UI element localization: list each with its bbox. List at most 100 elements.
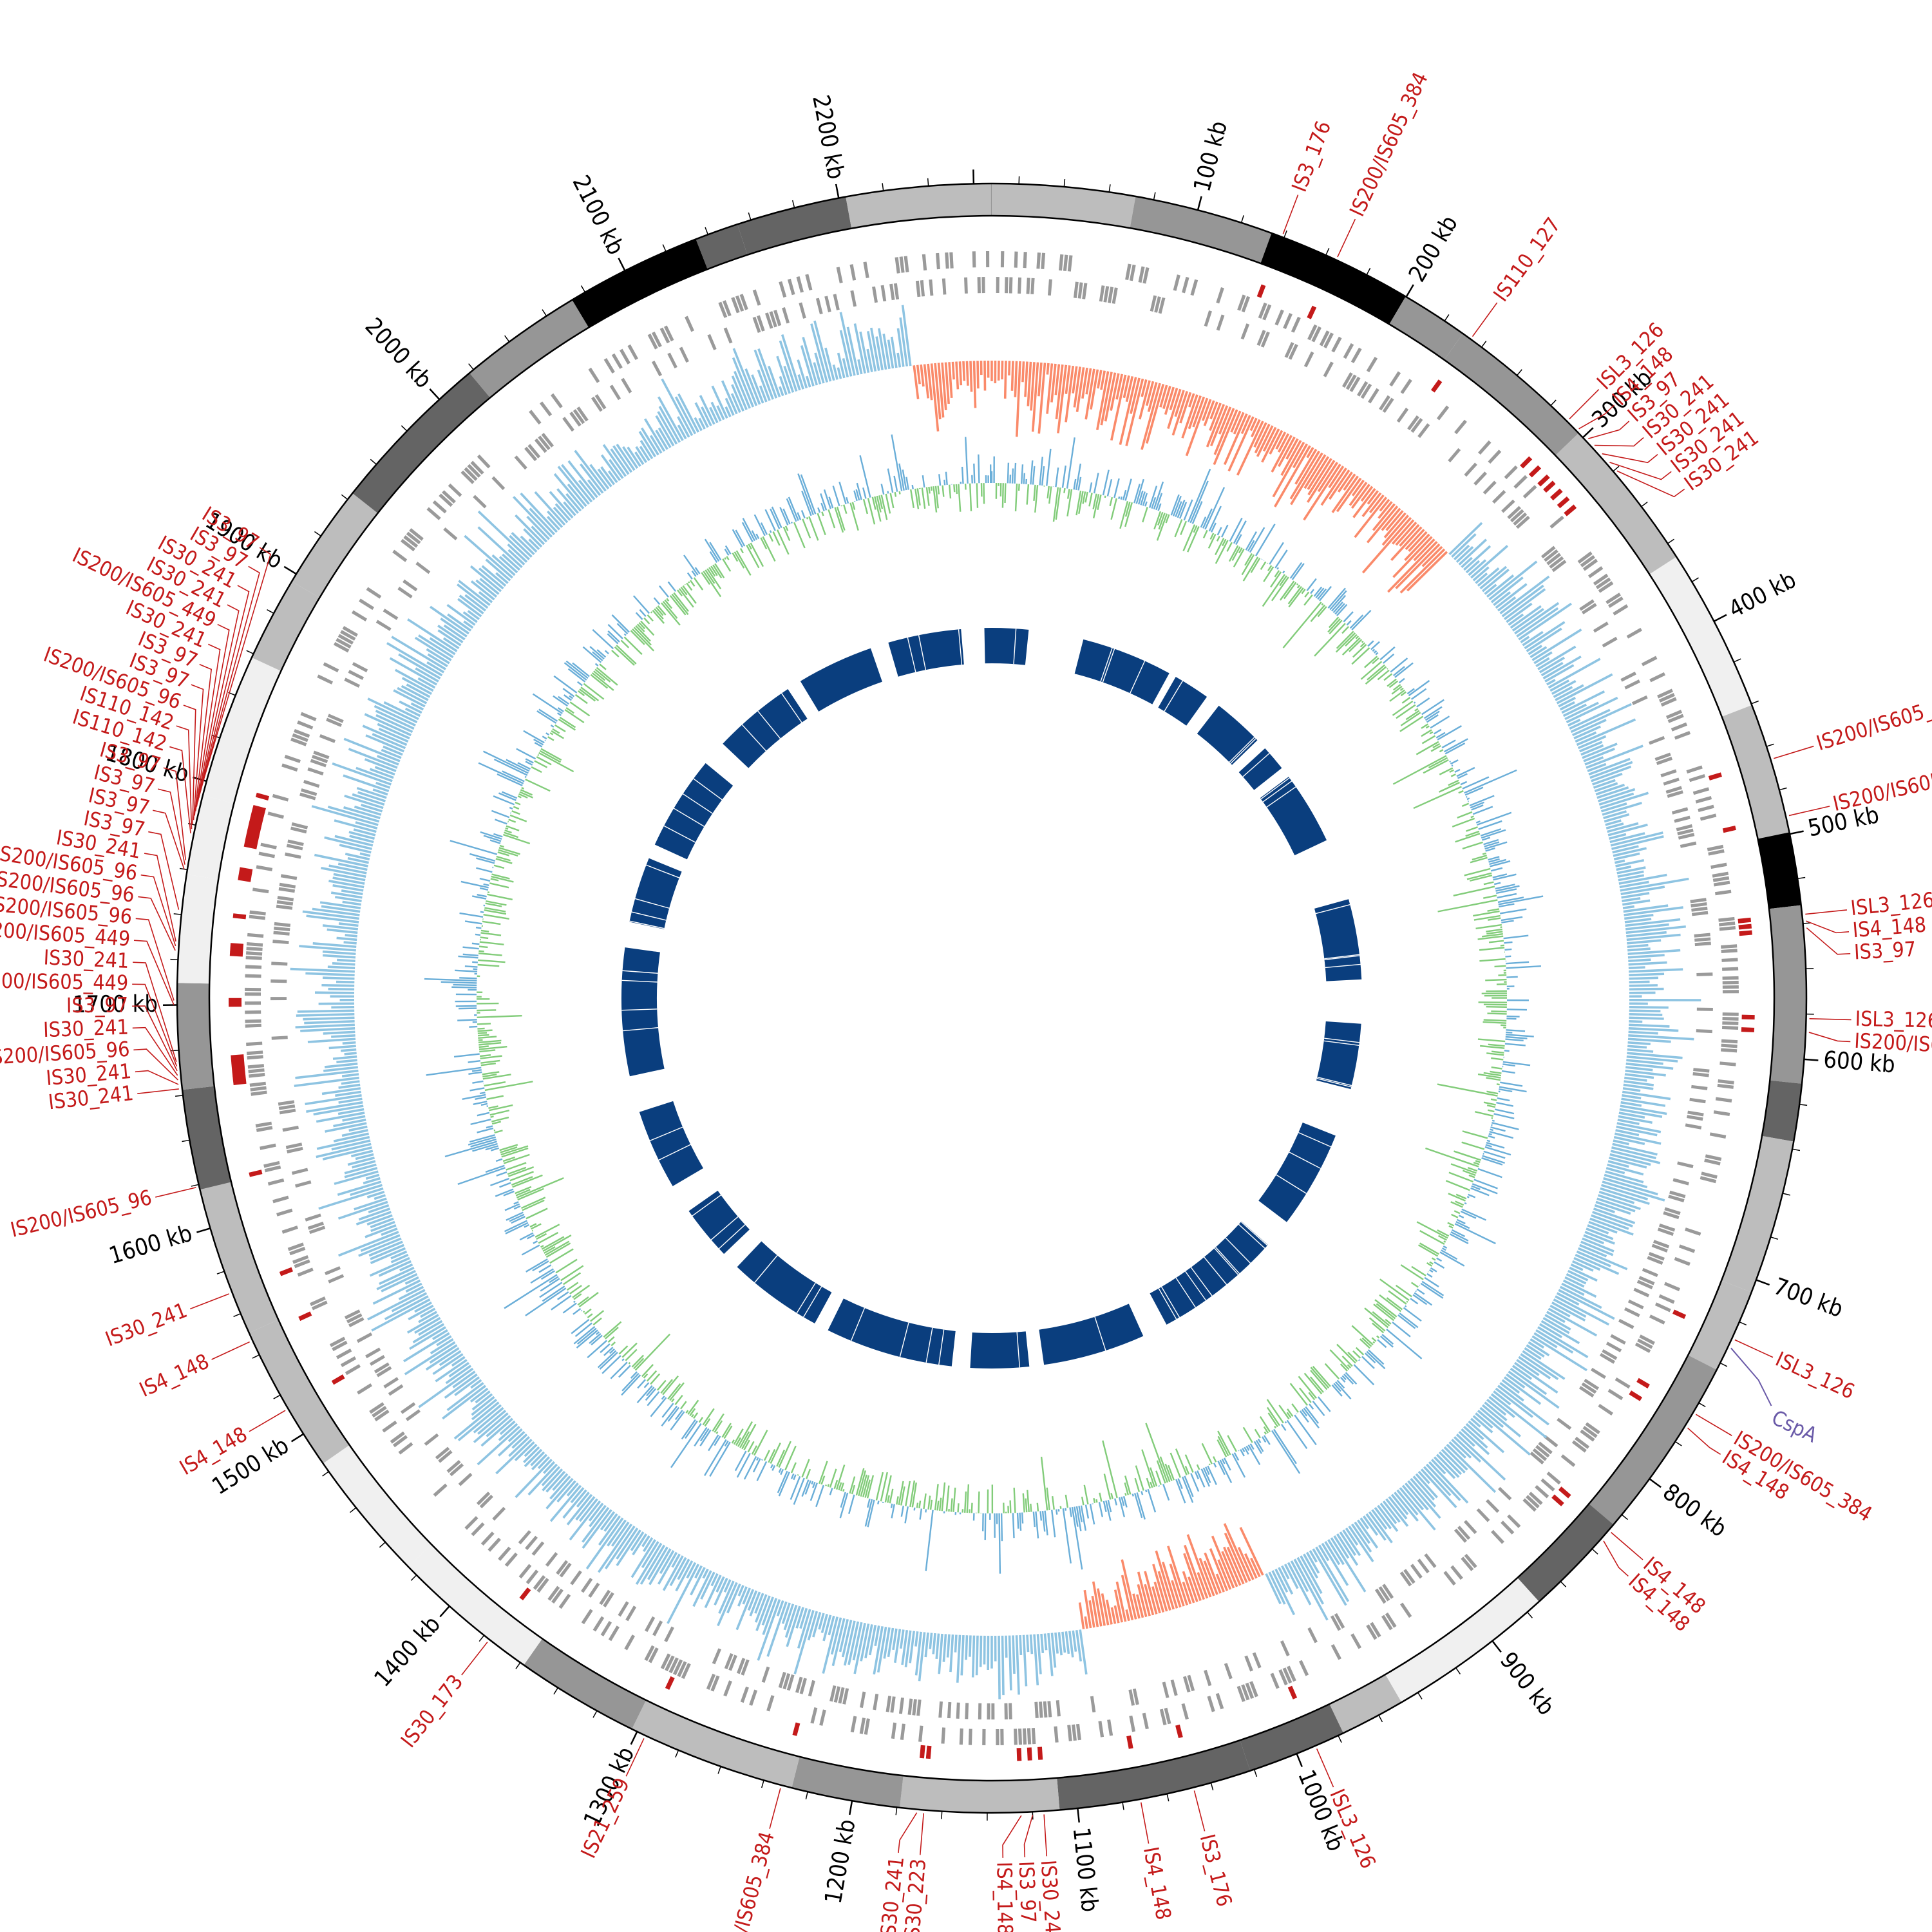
gc-content-bar — [470, 1118, 491, 1126]
gc-content-bar — [551, 1294, 572, 1311]
gc-skew-bar — [367, 1289, 426, 1321]
gene-block — [1605, 592, 1621, 605]
gene-block — [1585, 1422, 1600, 1435]
scale-tick — [401, 425, 408, 431]
gc-content-bar — [800, 510, 806, 518]
gene-block — [1687, 1115, 1703, 1121]
gc-content-bar — [1372, 1341, 1376, 1344]
gc-content-bar — [1466, 797, 1470, 800]
gc-skew-bar — [1278, 1567, 1294, 1595]
gc-skew-bar — [375, 781, 391, 789]
gc-content-bar — [1462, 841, 1483, 850]
gc-skew-bar — [1586, 744, 1643, 769]
gc-skew-bar — [1621, 892, 1650, 899]
gc-skew-bar — [1625, 923, 1669, 931]
gc-content-bar — [482, 750, 529, 774]
gc-skew-bar — [1425, 1463, 1461, 1501]
gc-content-bar — [661, 602, 681, 626]
gene-block — [1323, 361, 1334, 377]
gc-skew-bar — [304, 1019, 355, 1025]
gene-block — [1715, 1097, 1732, 1103]
gc-content-bar — [1490, 1098, 1497, 1101]
homology-block-gap — [622, 970, 658, 974]
gene-block — [476, 1492, 491, 1506]
gc-skew-bar — [349, 835, 374, 844]
gc-skew-bar — [343, 774, 390, 793]
gc-skew-bar — [1366, 505, 1399, 544]
gc-content-bar — [694, 1426, 708, 1447]
gc-skew-bar — [779, 340, 798, 392]
gc-band-segment — [572, 239, 708, 328]
gc-content-bar — [1476, 811, 1512, 826]
gc-content-bar — [515, 1186, 532, 1195]
gc-skew-bar — [337, 958, 355, 963]
gc-content-bar — [480, 1055, 502, 1059]
gc-content-bar — [490, 1177, 510, 1186]
gc-content-bar — [479, 877, 491, 882]
gc-skew-bar — [570, 1487, 585, 1504]
gene-block — [1058, 254, 1064, 271]
homology-block-gap — [1258, 774, 1287, 797]
gc-content-bar — [1405, 710, 1420, 721]
gc-skew-bar — [1465, 1423, 1484, 1441]
scale-tick — [1797, 876, 1806, 880]
gc-skew-bar — [1616, 866, 1646, 875]
gc-skew-bar — [610, 448, 630, 475]
gene-block — [1610, 1334, 1626, 1345]
gene-block — [1648, 1252, 1665, 1261]
scale-tick — [1166, 1794, 1170, 1802]
gc-content-bar — [1065, 1494, 1069, 1508]
gc-content-bar — [478, 1036, 497, 1039]
gc-skew-bar — [1629, 1023, 1670, 1028]
gc-skew-bar — [459, 594, 484, 615]
gc-skew-bar — [322, 1146, 372, 1160]
gc-band-segment — [1757, 832, 1801, 909]
gc-skew-bar — [1417, 1470, 1430, 1484]
gc-content-bar — [603, 1347, 614, 1356]
gc-skew-bar — [641, 1540, 659, 1569]
gc-skew-bar — [1420, 1468, 1457, 1508]
gene-block — [1274, 309, 1284, 326]
gc-skew-bar — [1008, 361, 1011, 376]
gc-skew-bar — [784, 1604, 798, 1638]
gene-block — [1510, 509, 1524, 523]
gc-content-bar — [699, 1429, 712, 1446]
gc-content-bar — [519, 791, 533, 799]
gc-skew-bar — [896, 328, 905, 367]
gc-content-bar — [688, 581, 690, 583]
gc-content-bar — [739, 1431, 750, 1448]
gc-content-bar — [778, 1472, 790, 1497]
gc-content-bar — [1484, 1146, 1511, 1156]
gene-block — [741, 1659, 750, 1676]
gc-skew-bar — [318, 1187, 384, 1210]
gene-block — [1686, 765, 1703, 774]
gc-skew-bar — [955, 361, 960, 390]
gc-skew-bar — [470, 1379, 482, 1389]
gc-skew-bar — [1192, 396, 1206, 428]
gc-content-bar — [1460, 1210, 1477, 1219]
gc-skew-bar — [1057, 1632, 1063, 1656]
kb-scale-label: 1100 kb — [1068, 1826, 1103, 1913]
gene-block — [1580, 554, 1595, 567]
gc-content-bar — [557, 1291, 569, 1300]
gc-content-bar — [1174, 519, 1183, 538]
gc-content-bar — [1150, 1467, 1158, 1487]
gc-content-bar — [557, 707, 564, 712]
gc-content-bar — [1217, 1435, 1229, 1457]
gc-skew-bar — [365, 734, 404, 753]
gc-skew-bar — [1627, 1045, 1647, 1049]
gene-block — [1593, 621, 1609, 633]
gc-content-bar — [1477, 1073, 1501, 1079]
gc-skew-bar — [1558, 696, 1577, 708]
gc-content-bar — [638, 622, 646, 630]
gc-skew-bar — [1553, 1298, 1587, 1318]
gene-block — [1368, 388, 1379, 404]
gc-content-bar — [478, 1034, 489, 1037]
gc-content-bar — [768, 1449, 776, 1463]
gc-content-bar — [1274, 549, 1288, 569]
gc-content-bar — [1007, 462, 1010, 484]
gc-content-bar — [704, 1439, 727, 1476]
gc-content-bar — [797, 512, 802, 520]
gc-skew-bar — [1488, 1396, 1515, 1418]
gc-content-bar — [1450, 1163, 1477, 1174]
